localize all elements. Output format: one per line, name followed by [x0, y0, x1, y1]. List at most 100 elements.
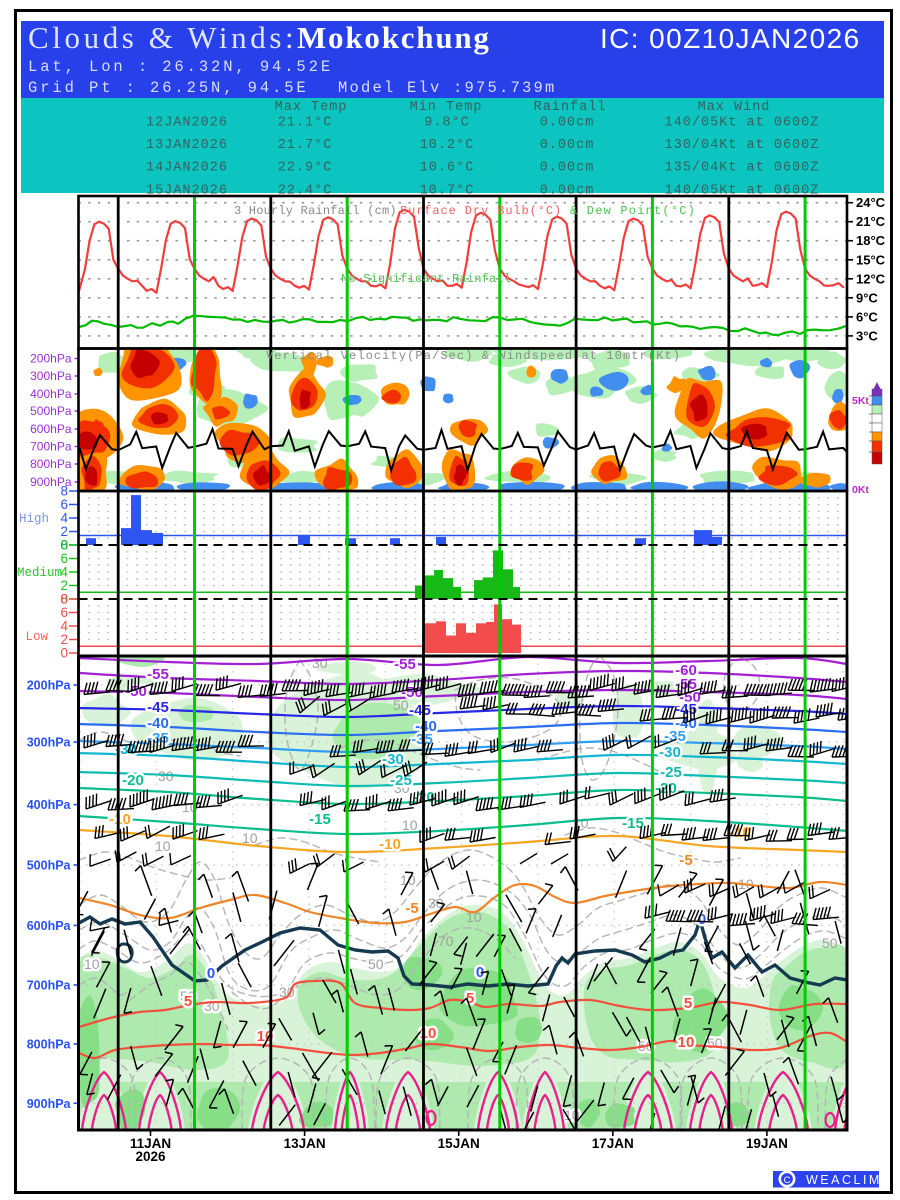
svg-text:-25: -25 — [390, 772, 412, 789]
svg-text:400hPa: 400hPa — [27, 798, 72, 812]
svg-text:140/05Kt at 0600Z: 140/05Kt at 0600Z — [665, 116, 820, 131]
svg-text:300hPa: 300hPa — [27, 736, 72, 750]
svg-text:Low: Low — [25, 630, 48, 644]
svg-text:300hPa: 300hPa — [30, 369, 72, 383]
svg-text:600hPa: 600hPa — [27, 919, 72, 933]
svg-text:10.6°C: 10.6°C — [420, 161, 475, 176]
svg-text:10: 10 — [678, 1034, 695, 1051]
svg-text:200hPa: 200hPa — [30, 352, 72, 366]
svg-text:22.4°C: 22.4°C — [278, 183, 333, 198]
svg-text:10: 10 — [466, 909, 482, 925]
svg-text:0.00cm: 0.00cm — [540, 138, 595, 153]
svg-text:Model Elv :975.739m: Model Elv :975.739m — [338, 79, 557, 97]
svg-text:13JAN: 13JAN — [284, 1136, 326, 1151]
svg-text:30: 30 — [428, 895, 444, 911]
svg-text:70: 70 — [438, 933, 454, 949]
svg-text:-60: -60 — [675, 662, 697, 679]
svg-text:-10: -10 — [379, 836, 401, 853]
svg-text:-45: -45 — [409, 702, 431, 719]
svg-text:5: 5 — [466, 990, 474, 1007]
svg-text:500hPa: 500hPa — [27, 859, 72, 873]
svg-text:Grid Pt : 26.25N, 94.5E: Grid Pt : 26.25N, 94.5E — [28, 79, 309, 97]
svg-text:10: 10 — [400, 872, 416, 888]
svg-text:15°C: 15°C — [856, 252, 886, 267]
svg-text:0: 0 — [698, 911, 706, 928]
svg-text:8: 8 — [60, 592, 68, 607]
svg-text:3°C: 3°C — [856, 328, 878, 343]
svg-text:2: 2 — [60, 524, 68, 539]
svg-text:-40: -40 — [147, 715, 169, 732]
svg-text:135/04Kt at 0600Z: 135/04Kt at 0600Z — [665, 161, 820, 176]
svg-text:5Kt: 5Kt — [852, 395, 869, 407]
svg-text:-55: -55 — [147, 666, 169, 683]
svg-text:6: 6 — [60, 605, 68, 620]
svg-text:17JAN: 17JAN — [592, 1136, 634, 1151]
svg-text:6°C: 6°C — [856, 309, 878, 324]
svg-text:30: 30 — [158, 768, 174, 784]
svg-text:Rainfall: Rainfall — [534, 100, 607, 115]
svg-text:No Significant Rainfall: No Significant Rainfall — [341, 272, 511, 286]
svg-text:900hPa: 900hPa — [27, 1097, 72, 1111]
svg-text:-15: -15 — [309, 811, 331, 828]
svg-text:0.00cm: 0.00cm — [540, 183, 595, 198]
svg-text:-55: -55 — [394, 656, 416, 673]
svg-text:0: 0 — [207, 965, 215, 982]
svg-text:24°C: 24°C — [856, 195, 886, 210]
svg-text:10: 10 — [242, 830, 258, 846]
svg-text:-15: -15 — [622, 815, 644, 832]
svg-text:4: 4 — [60, 619, 68, 634]
svg-text:12°C: 12°C — [856, 271, 886, 286]
svg-text:10.2°C: 10.2°C — [420, 138, 475, 153]
svg-text:2: 2 — [60, 632, 68, 647]
svg-text:0: 0 — [60, 646, 68, 661]
svg-text:-20: -20 — [122, 772, 144, 789]
svg-text:5: 5 — [184, 993, 192, 1010]
svg-text:11JAN: 11JAN — [130, 1136, 171, 1151]
svg-text:18°C: 18°C — [856, 233, 886, 248]
svg-text:Clouds & Winds:: Clouds & Winds: — [28, 20, 297, 55]
svg-text:C: C — [784, 1175, 791, 1186]
svg-text:0: 0 — [476, 964, 484, 981]
svg-text:800hPa: 800hPa — [30, 457, 72, 471]
svg-text:8: 8 — [60, 538, 68, 553]
svg-text:15JAN: 15JAN — [438, 1136, 480, 1151]
svg-text:Min Temp: Min Temp — [410, 100, 483, 115]
svg-text:50: 50 — [368, 956, 384, 972]
svg-text:9.8°C: 9.8°C — [424, 116, 470, 131]
svg-text:30: 30 — [204, 998, 220, 1014]
svg-text:4: 4 — [60, 565, 68, 580]
svg-text:50: 50 — [822, 935, 838, 951]
svg-text:50: 50 — [707, 1035, 723, 1051]
svg-text:-35: -35 — [411, 731, 433, 748]
svg-text:-50: -50 — [401, 684, 423, 701]
svg-text:Lat, Lon : 26.32N, 94.52E: Lat, Lon : 26.32N, 94.52E — [28, 58, 333, 76]
svg-text:8: 8 — [60, 484, 68, 499]
svg-text:700hPa: 700hPa — [27, 979, 72, 993]
svg-text:2026: 2026 — [135, 1149, 166, 1164]
svg-text:12JAN2026: 12JAN2026 — [146, 116, 228, 131]
svg-text:6: 6 — [60, 551, 68, 566]
svg-text:Surface Dry Bulb(°C): Surface Dry Bulb(°C) — [400, 204, 562, 218]
svg-text:21.1°C: 21.1°C — [278, 116, 333, 131]
svg-text:Mokokchung: Mokokchung — [297, 20, 491, 55]
svg-text:900hPa: 900hPa — [30, 475, 72, 489]
svg-text:-10: -10 — [109, 811, 131, 828]
svg-text:700hPa: 700hPa — [30, 440, 72, 454]
svg-text:50: 50 — [393, 697, 409, 713]
svg-text:0: 0 — [60, 538, 68, 553]
svg-text:High: High — [19, 512, 49, 526]
svg-text:0Kt: 0Kt — [852, 484, 869, 496]
svg-text:10: 10 — [84, 956, 100, 972]
svg-text:600hPa: 600hPa — [30, 422, 72, 436]
svg-text:4: 4 — [60, 511, 68, 526]
svg-text:22.9°C: 22.9°C — [278, 161, 333, 176]
svg-text:130/04Kt at 0600Z: 130/04Kt at 0600Z — [665, 138, 820, 153]
svg-text:Medium: Medium — [17, 566, 62, 580]
svg-text:14JAN2026: 14JAN2026 — [146, 161, 228, 176]
svg-text:6: 6 — [60, 497, 68, 512]
svg-text:WEACLIM: WEACLIM — [806, 1173, 882, 1187]
svg-text:10.7°C: 10.7°C — [420, 183, 475, 198]
svg-text:800hPa: 800hPa — [27, 1038, 72, 1052]
svg-text:Max Wind: Max Wind — [698, 100, 771, 115]
svg-text:3 Hourly Rainfall (cm): 3 Hourly Rainfall (cm) — [234, 204, 397, 218]
